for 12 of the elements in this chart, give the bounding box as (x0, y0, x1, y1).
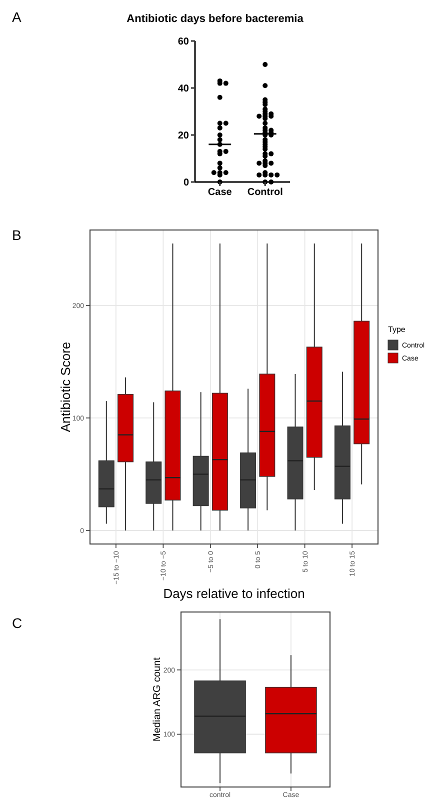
text: B (12, 227, 22, 243)
text: C (12, 615, 22, 631)
text: A (12, 9, 22, 25)
y-axis-title: Median ARG count (152, 657, 163, 742)
y-tick-label: 0 (183, 178, 190, 188)
y-tick-label: 20 (178, 130, 190, 142)
legend-title: Type (388, 325, 406, 334)
y-axis-title: Antibiotic Score (58, 342, 73, 432)
chart-title: Antibiotic days before bacteremia (126, 13, 304, 25)
y-tick-label: 60 (178, 36, 190, 48)
y-tick-label: 40 (178, 84, 190, 94)
x-axis-title: Days relative to infection (163, 586, 305, 601)
